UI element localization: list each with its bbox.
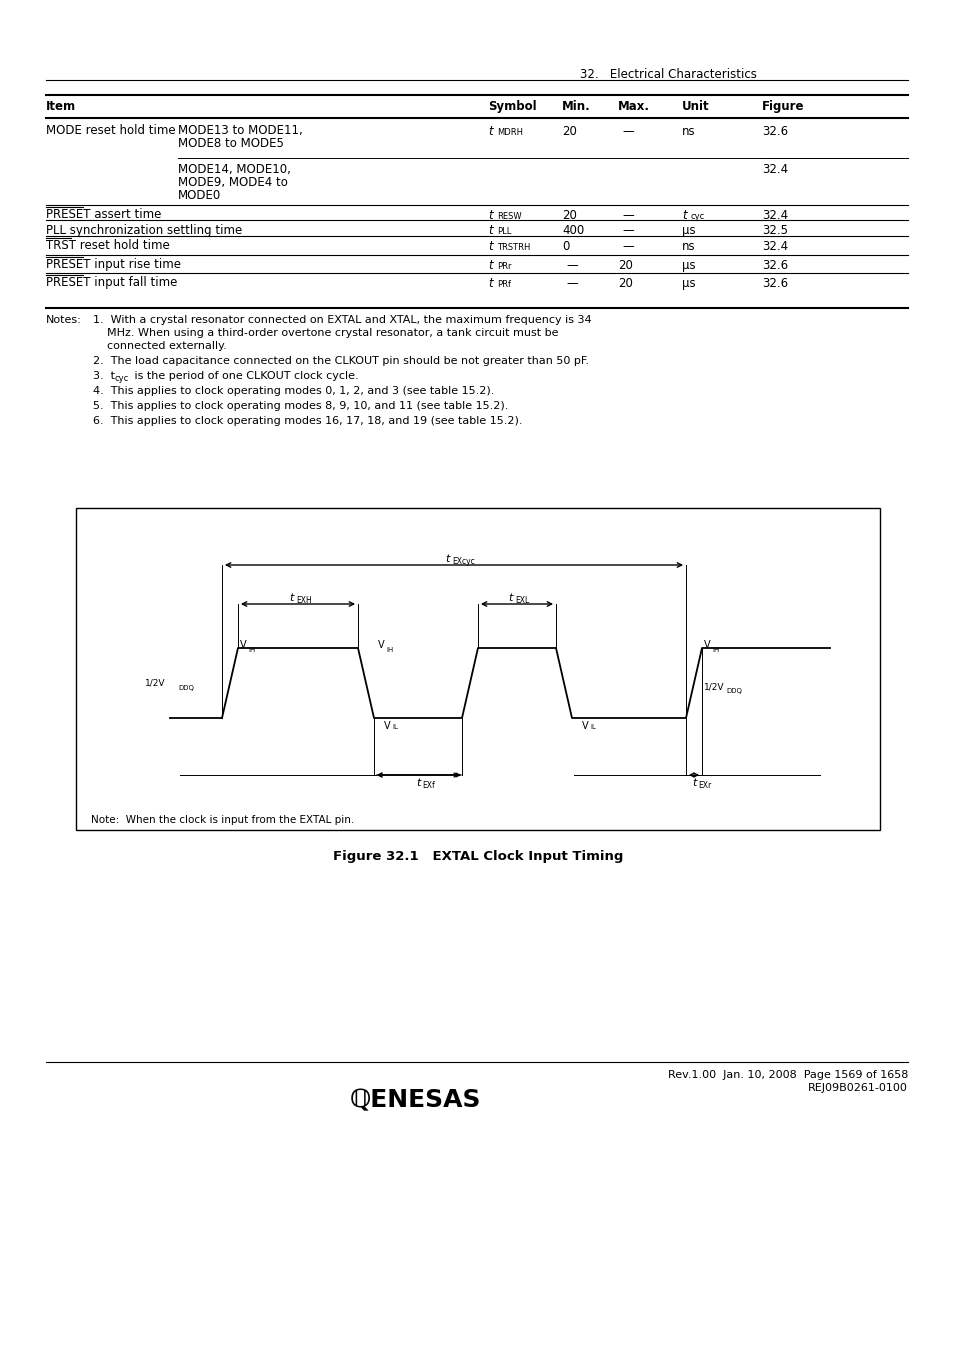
- Text: TRST reset hold time: TRST reset hold time: [46, 239, 170, 252]
- Text: t: t: [488, 259, 492, 271]
- Text: —: —: [621, 209, 633, 221]
- Text: μs: μs: [681, 259, 695, 271]
- Text: MHz. When using a third-order overtone crystal resonator, a tank circuit must be: MHz. When using a third-order overtone c…: [92, 328, 558, 338]
- Text: t: t: [681, 209, 686, 221]
- Text: 32.6: 32.6: [761, 259, 787, 271]
- Text: 2.  The load capacitance connected on the CLKOUT pin should be not greater than : 2. The load capacitance connected on the…: [92, 356, 589, 366]
- Text: IH: IH: [248, 647, 255, 653]
- Text: 3.  t: 3. t: [92, 371, 115, 381]
- Text: V: V: [581, 721, 588, 730]
- Text: ℚENESAS: ℚENESAS: [350, 1088, 481, 1112]
- Text: Min.: Min.: [561, 100, 590, 113]
- Text: EXcyc: EXcyc: [452, 558, 475, 566]
- Text: MDRH: MDRH: [497, 128, 522, 136]
- Text: 32.   Electrical Characteristics: 32. Electrical Characteristics: [579, 68, 756, 81]
- Text: 32.4: 32.4: [761, 209, 787, 221]
- Text: 1/2V: 1/2V: [703, 683, 723, 691]
- Text: PRESET input rise time: PRESET input rise time: [46, 258, 181, 271]
- Text: PLL: PLL: [497, 227, 511, 236]
- Text: t: t: [290, 593, 294, 603]
- Text: μs: μs: [681, 277, 695, 290]
- Text: IH: IH: [711, 647, 719, 653]
- Text: t: t: [416, 778, 419, 788]
- Text: V: V: [377, 640, 384, 649]
- Text: DDQ: DDQ: [725, 688, 741, 694]
- Text: PLL synchronization settling time: PLL synchronization settling time: [46, 224, 242, 238]
- Text: 32.4: 32.4: [761, 240, 787, 252]
- Text: TRSTRH: TRSTRH: [497, 243, 530, 252]
- Text: —: —: [565, 259, 578, 271]
- Text: 4.  This applies to clock operating modes 0, 1, 2, and 3 (see table 15.2).: 4. This applies to clock operating modes…: [92, 386, 494, 396]
- Text: 20: 20: [561, 209, 577, 221]
- Text: t: t: [508, 593, 513, 603]
- Text: 1/2V: 1/2V: [144, 679, 165, 687]
- Text: t: t: [488, 277, 492, 290]
- Text: 20: 20: [618, 259, 632, 271]
- Text: —: —: [621, 240, 633, 252]
- Text: MODE8 to MODE5: MODE8 to MODE5: [178, 136, 284, 150]
- Text: t: t: [488, 126, 492, 138]
- Text: RESW: RESW: [497, 212, 521, 221]
- Text: cyc: cyc: [690, 212, 704, 221]
- Text: EXf: EXf: [421, 782, 435, 790]
- Text: 1.  With a crystal resonator connected on EXTAL and XTAL, the maximum frequency : 1. With a crystal resonator connected on…: [92, 315, 591, 325]
- Text: 32.5: 32.5: [761, 224, 787, 238]
- Text: Notes:: Notes:: [46, 315, 82, 325]
- Text: 400: 400: [561, 224, 583, 238]
- Text: IH: IH: [386, 647, 393, 653]
- Text: EXH: EXH: [295, 595, 312, 605]
- Text: 32.4: 32.4: [761, 163, 787, 176]
- Text: —: —: [621, 126, 633, 138]
- Text: ns: ns: [681, 126, 695, 138]
- Text: EXL: EXL: [515, 595, 529, 605]
- Text: cyc: cyc: [115, 374, 129, 383]
- Text: is the period of one CLKOUT clock cycle.: is the period of one CLKOUT clock cycle.: [131, 371, 358, 381]
- Text: MODE13 to MODE11,: MODE13 to MODE11,: [178, 124, 302, 136]
- Text: V: V: [384, 721, 390, 730]
- Text: 6.  This applies to clock operating modes 16, 17, 18, and 19 (see table 15.2).: 6. This applies to clock operating modes…: [92, 416, 522, 427]
- Text: 5.  This applies to clock operating modes 8, 9, 10, and 11 (see table 15.2).: 5. This applies to clock operating modes…: [92, 401, 508, 410]
- Text: Note:  When the clock is input from the EXTAL pin.: Note: When the clock is input from the E…: [91, 815, 354, 825]
- Text: t: t: [488, 209, 492, 221]
- Text: REJ09B0261-0100: REJ09B0261-0100: [807, 1083, 907, 1094]
- Text: ns: ns: [681, 240, 695, 252]
- Text: MODE reset hold time: MODE reset hold time: [46, 124, 175, 136]
- Text: —: —: [565, 277, 578, 290]
- Text: PRf: PRf: [497, 279, 511, 289]
- Text: μs: μs: [681, 224, 695, 238]
- Text: 32.6: 32.6: [761, 277, 787, 290]
- Text: V: V: [703, 640, 710, 649]
- Text: t: t: [488, 224, 492, 238]
- Text: t: t: [691, 778, 696, 788]
- Text: 0: 0: [561, 240, 569, 252]
- Text: Symbol: Symbol: [488, 100, 536, 113]
- Text: MODE0: MODE0: [178, 189, 221, 202]
- Text: PRESET assert time: PRESET assert time: [46, 208, 161, 221]
- Text: DDQ: DDQ: [178, 684, 193, 691]
- Text: IL: IL: [392, 724, 397, 730]
- Text: V: V: [240, 640, 247, 649]
- Text: Rev.1.00  Jan. 10, 2008  Page 1569 of 1658: Rev.1.00 Jan. 10, 2008 Page 1569 of 1658: [667, 1071, 907, 1080]
- Text: Unit: Unit: [681, 100, 709, 113]
- Text: 32.6: 32.6: [761, 126, 787, 138]
- Text: MODE9, MODE4 to: MODE9, MODE4 to: [178, 176, 288, 189]
- Text: 20: 20: [561, 126, 577, 138]
- Text: PRr: PRr: [497, 262, 511, 271]
- Text: EXr: EXr: [698, 782, 711, 790]
- Text: t: t: [488, 240, 492, 252]
- Text: PRESET input fall time: PRESET input fall time: [46, 275, 177, 289]
- Text: IL: IL: [589, 724, 596, 730]
- Text: MODE14, MODE10,: MODE14, MODE10,: [178, 163, 291, 176]
- Text: Max.: Max.: [618, 100, 649, 113]
- Text: Figure 32.1   EXTAL Clock Input Timing: Figure 32.1 EXTAL Clock Input Timing: [333, 850, 622, 863]
- Text: Item: Item: [46, 100, 76, 113]
- Text: Figure: Figure: [761, 100, 803, 113]
- Bar: [76, 508, 879, 830]
- Text: 20: 20: [618, 277, 632, 290]
- Text: connected externally.: connected externally.: [92, 342, 227, 351]
- Text: —: —: [621, 224, 633, 238]
- Text: t: t: [445, 554, 450, 564]
